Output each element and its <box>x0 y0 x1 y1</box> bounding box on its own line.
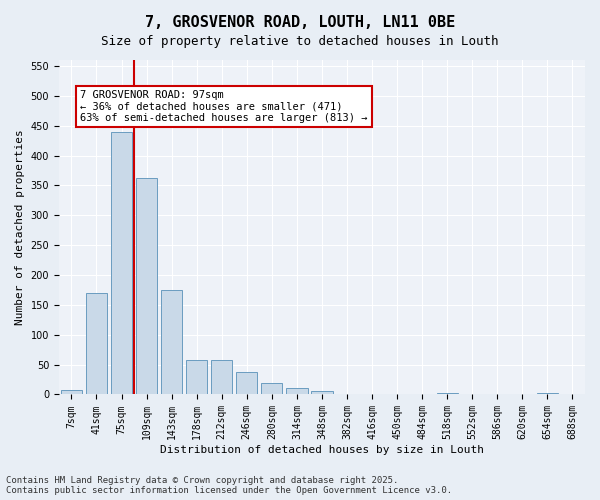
Bar <box>161 290 182 395</box>
Bar <box>261 382 283 394</box>
X-axis label: Distribution of detached houses by size in Louth: Distribution of detached houses by size … <box>160 445 484 455</box>
Text: 7 GROSVENOR ROAD: 97sqm
← 36% of detached houses are smaller (471)
63% of semi-d: 7 GROSVENOR ROAD: 97sqm ← 36% of detache… <box>80 90 367 124</box>
Bar <box>236 372 257 394</box>
Bar <box>186 360 208 394</box>
Text: Size of property relative to detached houses in Louth: Size of property relative to detached ho… <box>101 35 499 48</box>
Text: Contains HM Land Registry data © Crown copyright and database right 2025.
Contai: Contains HM Land Registry data © Crown c… <box>6 476 452 495</box>
Y-axis label: Number of detached properties: Number of detached properties <box>15 130 25 325</box>
Bar <box>86 293 107 394</box>
Bar <box>111 132 132 394</box>
Bar <box>61 390 82 394</box>
Bar <box>311 392 332 394</box>
Bar <box>286 388 308 394</box>
Bar <box>211 360 232 394</box>
Text: 7, GROSVENOR ROAD, LOUTH, LN11 0BE: 7, GROSVENOR ROAD, LOUTH, LN11 0BE <box>145 15 455 30</box>
Bar <box>136 178 157 394</box>
